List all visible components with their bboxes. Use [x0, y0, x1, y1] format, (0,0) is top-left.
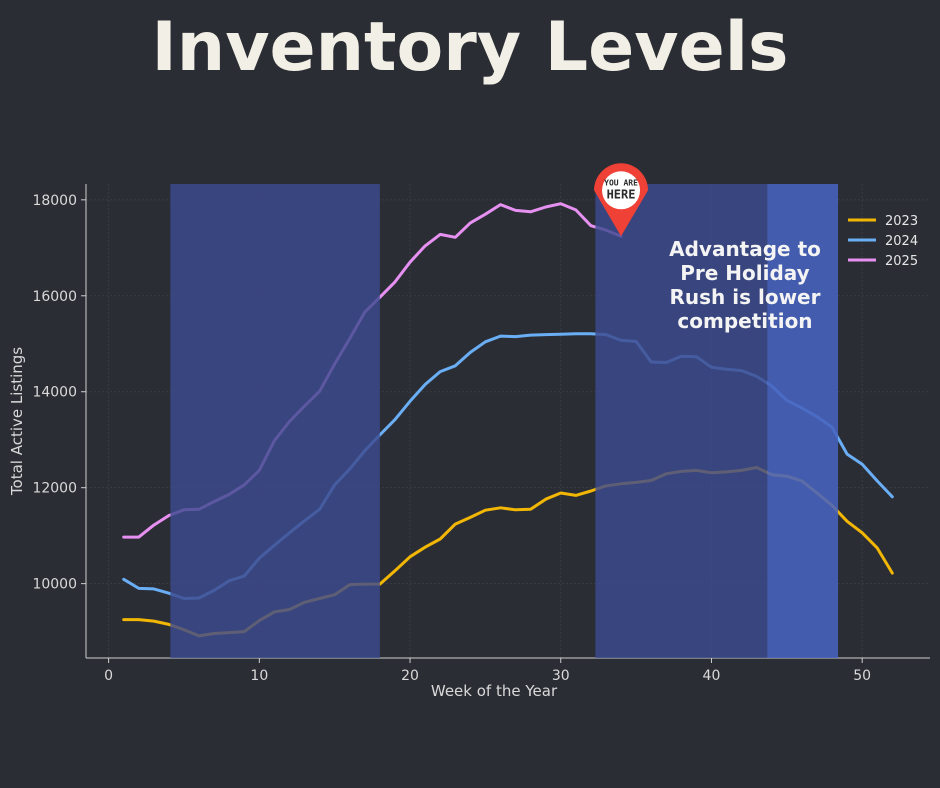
location-pin-center: [602, 171, 641, 210]
x-tick-label: 40: [703, 668, 721, 684]
legend-label-2023: 2023: [885, 214, 918, 229]
y-tick-label: 14000: [32, 385, 77, 401]
annotation-text: competition: [677, 309, 812, 333]
pin-label-line-1: YOU ARE: [604, 178, 638, 187]
legend-label-2024: 2024: [885, 234, 918, 249]
shaded-region: [595, 184, 768, 658]
x-tick-label: 50: [853, 668, 871, 684]
x-tick-label: 20: [401, 668, 419, 684]
y-tick-label: 18000: [32, 193, 77, 209]
y-tick-label: 10000: [32, 577, 77, 593]
x-tick-label: 0: [104, 668, 113, 684]
x-tick-label: 30: [552, 668, 570, 684]
legend-label-2025: 2025: [885, 254, 918, 269]
annotation-text: Advantage to: [669, 237, 821, 261]
shaded-region: [170, 184, 380, 658]
y-axis-label: Total Active Listings: [8, 347, 26, 496]
annotation-text: Rush is lower: [670, 285, 821, 309]
shaded-region: [767, 184, 839, 658]
y-tick-label: 12000: [32, 481, 77, 497]
x-tick-label: 10: [250, 668, 268, 684]
y-tick-label: 16000: [32, 289, 77, 305]
x-axis-label: Week of the Year: [431, 682, 558, 700]
annotation-text: Pre Holiday: [680, 261, 809, 285]
pin-label-line-2: HERE: [607, 187, 636, 201]
page-title: Inventory Levels: [151, 8, 789, 87]
